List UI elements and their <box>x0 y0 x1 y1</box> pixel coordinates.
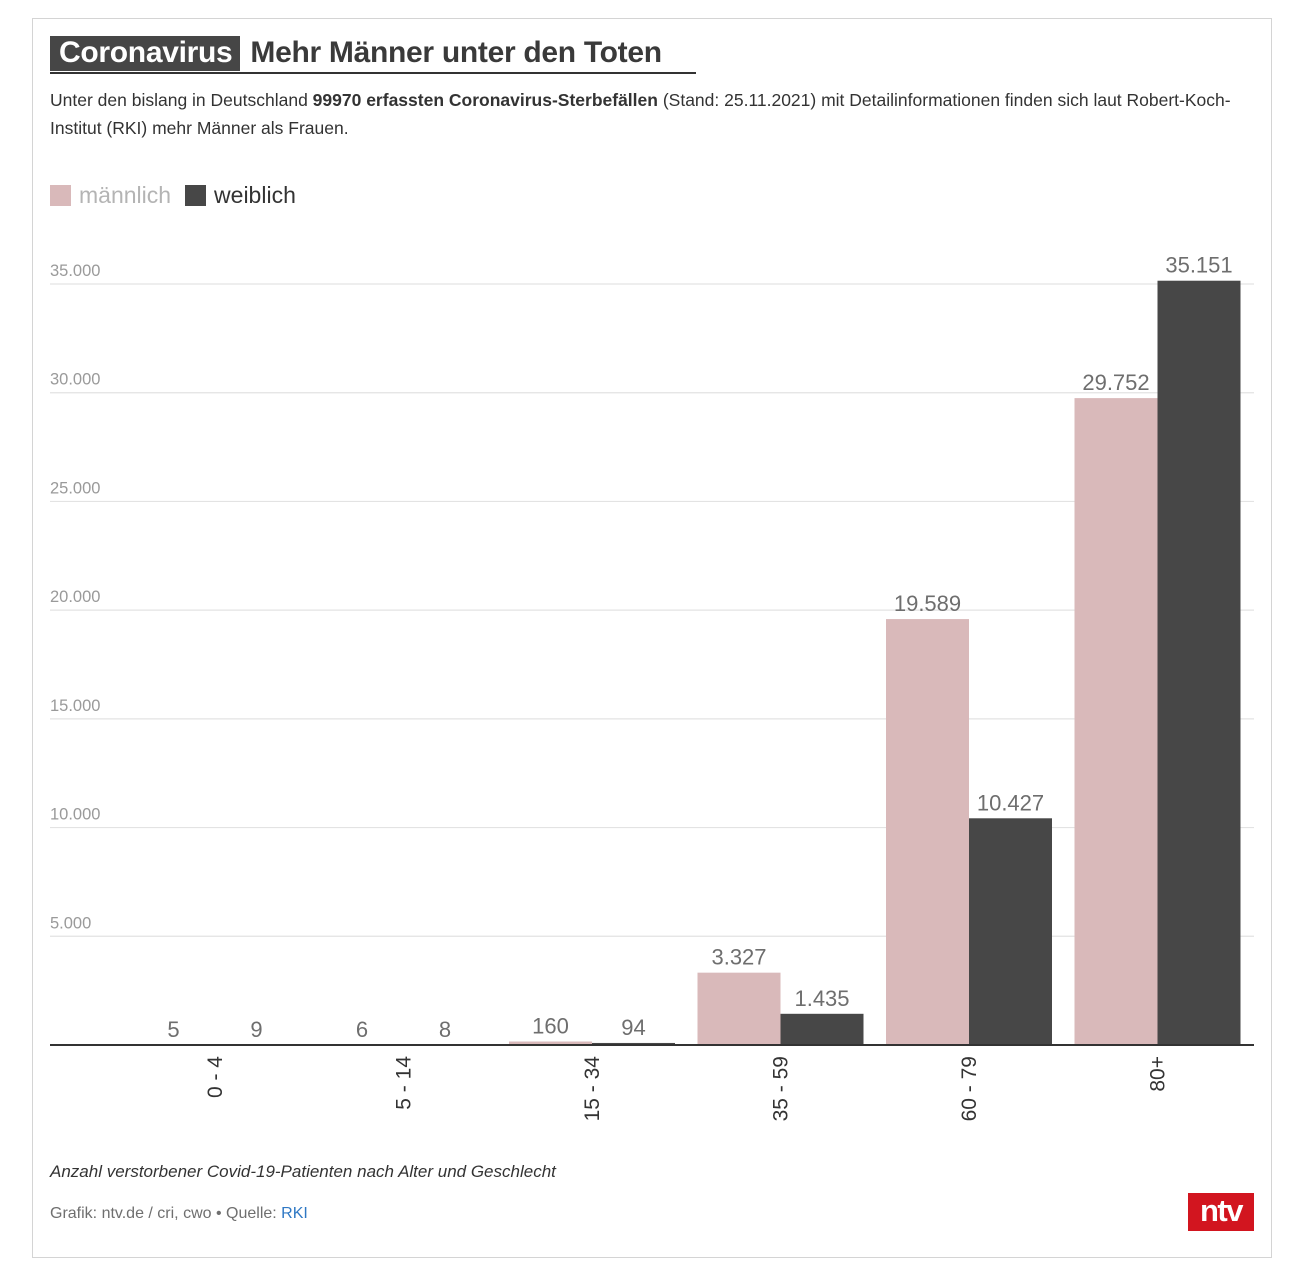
intro-text-after: (Stand: 25.11.2021) mit Detailinformatio… <box>50 90 1231 138</box>
bar <box>1074 398 1158 1045</box>
intro-bold-text: 99970 erfassten Coronavirus-Sterbefällen <box>312 90 658 110</box>
y-tick-label: 20.000 <box>50 588 100 606</box>
chart-frame <box>32 18 1272 1258</box>
data-label: 9 <box>250 1017 262 1042</box>
bar-chart: 5.000 10.000 15.000 20.000 25.000 30.000 35.00… <box>50 253 1254 1122</box>
data-label: 19.589 <box>894 591 961 616</box>
x-tick-label: 80+ <box>1147 1056 1170 1092</box>
intro-text: Unter den bislang in Deutschland 99970 e… <box>50 86 1250 142</box>
data-label: 3.327 <box>711 945 766 970</box>
legend-swatch-maennlich <box>50 185 71 206</box>
source-link[interactable]: RKI <box>281 1205 308 1222</box>
legend-swatch-weiblich <box>185 185 207 206</box>
y-tick-label: 30.000 <box>50 371 100 389</box>
data-label: 5 <box>167 1017 179 1042</box>
x-tick-label: 0 - 4 <box>204 1056 227 1098</box>
x-tick-label: 5 - 14 <box>393 1056 416 1110</box>
legend: männlich weiblich <box>50 182 310 209</box>
data-label: 160 <box>532 1014 569 1039</box>
bar <box>697 972 781 1045</box>
chart-title: Mehr Männer unter den Toten <box>250 36 662 69</box>
bar <box>780 1013 864 1045</box>
bar <box>592 1042 675 1045</box>
x-tick-label: 35 - 59 <box>770 1056 793 1121</box>
caption: Anzahl verstorbener Covid-19-Patienten n… <box>50 1162 556 1181</box>
bar <box>509 1041 592 1045</box>
y-tick-label: 35.000 <box>50 262 100 280</box>
data-label: 94 <box>621 1015 645 1040</box>
y-tick-label: 10.000 <box>50 806 100 824</box>
data-label: 8 <box>439 1017 451 1042</box>
data-label: 29.752 <box>1082 370 1149 395</box>
legend-label-maennlich: männlich <box>79 182 172 208</box>
y-tick-label: 5.000 <box>50 914 91 932</box>
intro-text-before: Unter den bislang in Deutschland <box>50 90 313 110</box>
data-label: 10.427 <box>977 790 1044 815</box>
data-label: 1.435 <box>794 986 849 1011</box>
data-label: 35.151 <box>1165 253 1232 278</box>
bar <box>969 818 1052 1045</box>
headline: Coronavirus Mehr Männer unter den Toten <box>50 36 696 74</box>
legend-item-maennlich[interactable]: männlich <box>50 182 171 209</box>
y-tick-label: 25.000 <box>50 479 100 497</box>
legend-label-weiblich: weiblich <box>214 182 296 208</box>
bar <box>1157 280 1241 1046</box>
data-label: 6 <box>356 1017 368 1042</box>
legend-item-weiblich[interactable]: weiblich <box>185 182 296 209</box>
bar <box>886 619 969 1045</box>
credit-text: Grafik: ntv.de / cri, cwo • Quelle: <box>50 1205 282 1222</box>
kicker: Coronavirus <box>50 36 241 71</box>
x-tick-label: 15 - 34 <box>581 1056 604 1122</box>
y-tick-label: 15.000 <box>50 697 100 715</box>
x-tick-label: 60 - 79 <box>958 1056 981 1121</box>
ntv-logo: ntv <box>1188 1193 1254 1231</box>
credit-line: Grafik: ntv.de / cri, cwo • Quelle: RKI <box>50 1205 308 1223</box>
